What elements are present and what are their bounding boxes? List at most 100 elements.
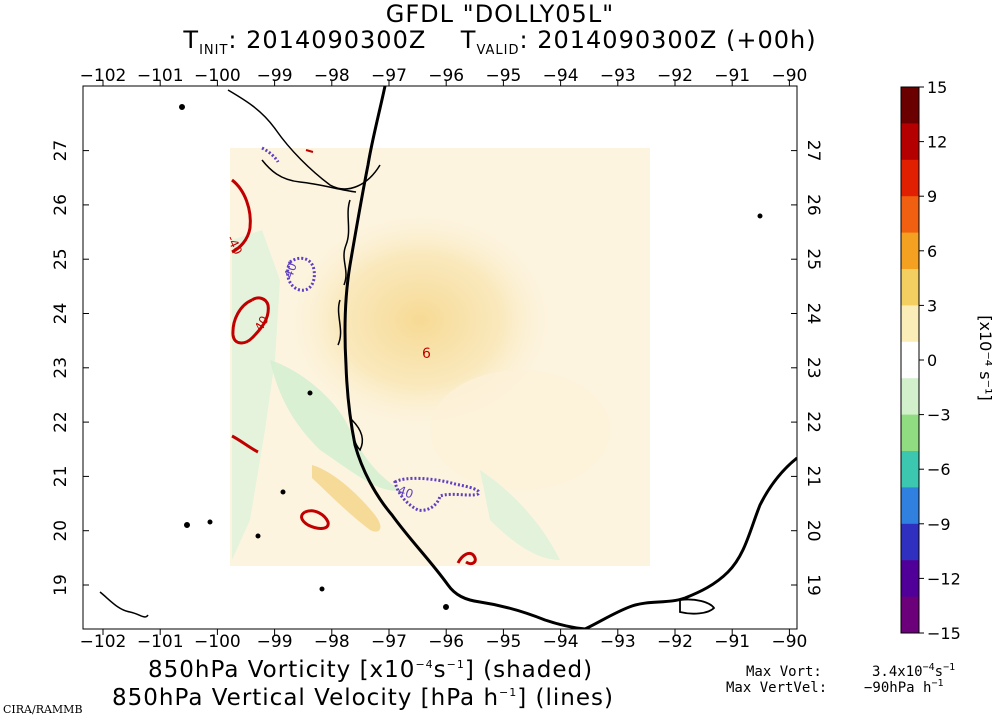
t-valid-label: T xyxy=(460,26,477,54)
shading-sup2: −1 xyxy=(446,658,465,671)
lat-tick-label-right: 23 xyxy=(803,357,823,379)
credit-label: CIRA/RAMMB xyxy=(3,703,83,716)
lon-tick-label-bottom: −98 xyxy=(314,632,350,652)
map-frame xyxy=(82,85,798,630)
colorbar-segment xyxy=(901,487,919,525)
lat-tick-label-left: 25 xyxy=(51,248,71,270)
lat-tick-label-left: 23 xyxy=(51,357,71,379)
longitude-axis-top: −102 −101 −100 −99 −98 −97 −96 −95 −94 −93 −92 −91 −… xyxy=(80,66,807,86)
lat-tick-label-right: 20 xyxy=(803,520,823,542)
lon-tick-label-top: −102 xyxy=(80,66,127,86)
t-init-sub: INIT xyxy=(199,43,229,58)
lat-tick-label-right: 26 xyxy=(803,194,823,216)
lat-tick-label-left: 19 xyxy=(51,574,71,596)
max-vort-label: Max Vort: xyxy=(746,664,822,680)
colorbar-segment xyxy=(901,560,919,598)
coastlines xyxy=(99,86,797,629)
colorbar-segment xyxy=(901,232,919,270)
lon-tick-label-top: −100 xyxy=(194,66,241,86)
lon-tick-label-top: −95 xyxy=(485,66,521,86)
lon-tick-label-top: −98 xyxy=(314,66,350,86)
lon-tick-label-bottom: −96 xyxy=(428,632,464,652)
colorbar-segment xyxy=(901,196,919,234)
colorbar-segment xyxy=(901,123,919,161)
t-init-label: T xyxy=(183,26,200,54)
t-valid-value: : 2014090300Z (+00h) xyxy=(519,26,817,54)
colorbar-tick-label: 0 xyxy=(927,351,937,370)
contour-pos-2 xyxy=(231,296,270,345)
lat-tick-label-right: 22 xyxy=(803,411,823,433)
lat-tick-label-left: 21 xyxy=(51,466,71,488)
colorbar-segment xyxy=(901,378,919,416)
lines-text-a: 850hPa Vertical Velocity [hPa h xyxy=(112,685,500,711)
colorbar-tick-label: 12 xyxy=(927,133,947,152)
colorbar-tick-label: 3 xyxy=(927,296,937,315)
lon-tick-label-top: −99 xyxy=(257,66,293,86)
lines-text-c: ] (lines) xyxy=(517,685,614,711)
yucatan-coast xyxy=(584,456,797,629)
laguna xyxy=(350,418,364,452)
longitude-axis-bottom: −102 −101 −100 −99 −98 −97 −96 −95 −94 −93 −92 −91 −… xyxy=(80,629,807,652)
yucatan-lagoon xyxy=(679,598,716,615)
lat-tick-label-right: 19 xyxy=(803,574,823,596)
rio-grande xyxy=(261,159,357,193)
pacific-coast xyxy=(99,591,149,618)
colorbar-segment xyxy=(901,159,919,197)
shading-sup: −4 xyxy=(415,658,434,671)
lon-tick-label-top: −97 xyxy=(371,66,407,86)
lon-tick-label-top: −92 xyxy=(657,66,693,86)
lon-tick-label-bottom: −97 xyxy=(371,632,407,652)
colorbar-tick-label: 6 xyxy=(927,242,937,261)
latitude-axis-right: 19 20 21 22 23 24 25 26 27 xyxy=(791,140,823,596)
contour-label: 6 xyxy=(422,346,431,362)
contour-pos-5 xyxy=(456,551,477,566)
negative-vorticity-coast xyxy=(270,360,400,491)
contour-pos-1 xyxy=(231,178,252,254)
latitude-axis-left: 19 20 21 22 23 24 25 26 27 xyxy=(51,140,89,596)
lat-tick-label-left: 26 xyxy=(51,194,71,216)
colorbar: 15 12 9 6 3 0 −3 −6 −9 −12 −15 xyxy=(900,78,961,643)
lat-tick-label-right: 21 xyxy=(803,466,823,488)
vertical-velocity-contours xyxy=(231,146,481,566)
time-title: TINIT: 2014090300Z TVALID: 2014090300Z (… xyxy=(0,26,1000,58)
lon-tick-label-bottom: −95 xyxy=(485,632,521,652)
colorbar-unit-label: [x10⁻⁴ s⁻¹] xyxy=(976,315,995,400)
lat-tick-label-left: 27 xyxy=(51,140,71,162)
shading-description: 850hPa Vorticity [x10−4s−1] (shaded) xyxy=(148,657,593,683)
north-boundary xyxy=(227,89,381,190)
lines-sup: −1 xyxy=(499,686,518,699)
max-vertvel-value: −90hPa h−1 xyxy=(864,678,944,696)
colorbar-tick-label: 9 xyxy=(927,187,937,206)
lon-tick-label-bottom: −99 xyxy=(257,632,293,652)
lon-tick-label-bottom: −94 xyxy=(543,632,579,652)
colorbar-segment xyxy=(901,87,919,124)
contour-neg-3 xyxy=(261,146,280,163)
contour-pos-4 xyxy=(300,509,330,530)
t-valid-sub: VALID xyxy=(476,43,520,58)
colorbar-segment xyxy=(901,596,919,634)
lon-tick-label-bottom: −90 xyxy=(771,632,807,652)
shading-text-b: s xyxy=(433,657,447,683)
colorbar-tick-label: −3 xyxy=(927,406,951,425)
lines-description: 850hPa Vertical Velocity [hPa h−1] (line… xyxy=(112,685,614,711)
contour-label: 40 xyxy=(281,261,299,280)
max-vertvel-label: Max VertVel: xyxy=(726,680,828,696)
lat-tick-label-left: 20 xyxy=(51,520,71,542)
lon-tick-label-bottom: −93 xyxy=(600,632,636,652)
colorbar-tick-label: −15 xyxy=(927,624,961,643)
lat-tick-label-right: 25 xyxy=(803,248,823,270)
lon-tick-label-top: −90 xyxy=(771,66,807,86)
colorbar-segment xyxy=(901,269,919,306)
max-vort-value: 3.4x10−4s−1 xyxy=(872,662,956,680)
lon-tick-label-bottom: −101 xyxy=(137,632,184,652)
vorticity-shading xyxy=(230,148,650,566)
lat-tick-label-left: 22 xyxy=(51,411,71,433)
colorbar-tick-label: 15 xyxy=(927,78,947,97)
shading-text-a: 850hPa Vorticity [x10 xyxy=(148,657,416,683)
lon-tick-label-top: −96 xyxy=(428,66,464,86)
shading-text-c: ] (shaded) xyxy=(464,657,594,683)
gulf-coast-texas-mexico xyxy=(343,86,586,629)
contour-label: 40 xyxy=(396,483,415,501)
model-title: GFDL "DOLLY05L" xyxy=(385,0,615,28)
